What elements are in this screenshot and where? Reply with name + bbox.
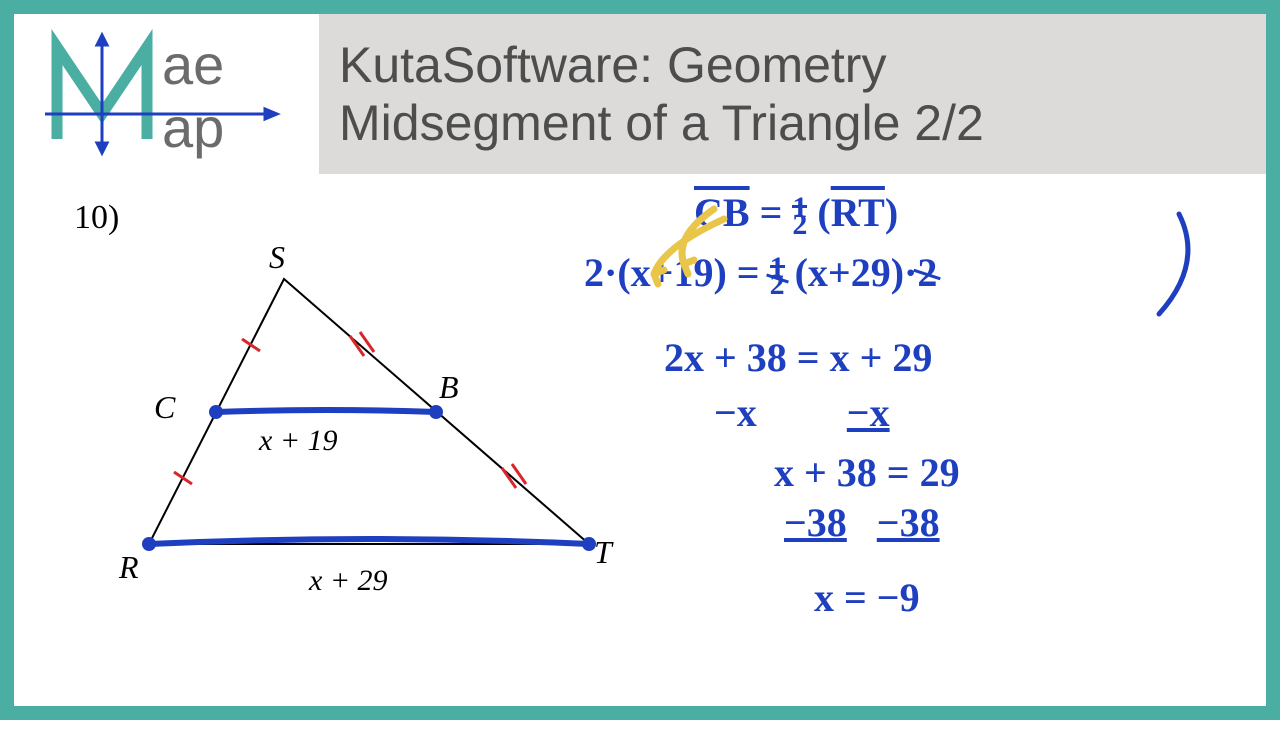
triangle-diagram: S C B R T x + 19 x + 29 bbox=[94, 244, 614, 644]
logo-text-bottom: ap bbox=[162, 96, 224, 159]
logo-text-top: ae bbox=[162, 33, 224, 96]
work-line-2: 2x + 38 = x + 29 bbox=[664, 334, 932, 381]
problem-number: 10) bbox=[74, 199, 119, 237]
vertex-C: C bbox=[154, 389, 175, 426]
expr-base: x + 29 bbox=[309, 564, 388, 598]
header: ae ap KutaSoftware: Geometry Midsegment … bbox=[14, 14, 1266, 174]
content-area: 10) bbox=[14, 174, 1266, 706]
work-line-1: 2·(x+19) = 12 (x+29)·2 bbox=[584, 249, 937, 296]
title-line-1: KutaSoftware: Geometry bbox=[339, 36, 1266, 94]
work-line-4: x + 38 = 29 bbox=[774, 449, 960, 496]
maemap-logo: ae ap bbox=[37, 29, 297, 159]
outer-frame: ae ap KutaSoftware: Geometry Midsegment … bbox=[0, 0, 1280, 720]
work-line-6: x = −9 bbox=[814, 574, 920, 621]
logo-box: ae ap bbox=[14, 14, 319, 174]
work-line-0: CB = 12 (RT) bbox=[694, 189, 898, 236]
work-line-5: −38 −38 bbox=[784, 499, 940, 546]
vertex-S: S bbox=[269, 239, 285, 276]
vertex-T: T bbox=[594, 534, 612, 571]
vertex-B: B bbox=[439, 369, 459, 406]
vertex-R: R bbox=[119, 549, 139, 586]
title-line-2: Midsegment of a Triangle 2/2 bbox=[339, 94, 1266, 152]
expr-mid: x + 19 bbox=[259, 424, 338, 458]
title-box: KutaSoftware: Geometry Midsegment of a T… bbox=[319, 14, 1266, 174]
work-line-3: −x −x bbox=[714, 389, 890, 436]
